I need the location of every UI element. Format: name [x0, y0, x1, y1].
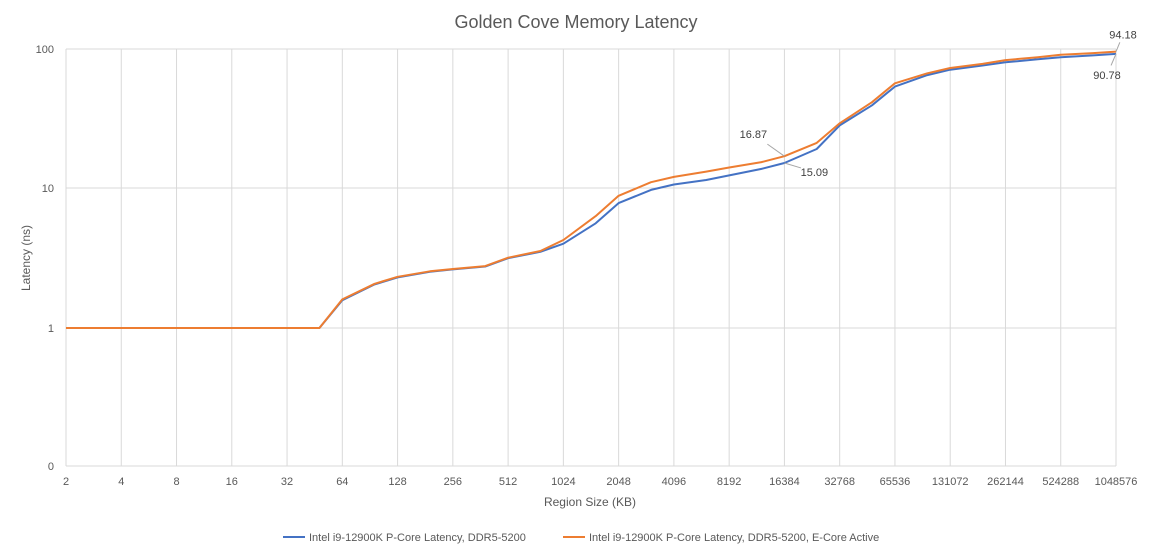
- horizontal-gridlines: [66, 48, 1116, 467]
- y-axis-ticks: 0 1 10 100: [36, 44, 54, 473]
- x-tick-label: 128: [388, 476, 406, 488]
- data-label-leader: [1110, 53, 1117, 66]
- x-tick-label: 524288: [1042, 476, 1079, 488]
- chart-title: Golden Cove Memory Latency: [454, 12, 697, 32]
- y-tick-label: 1: [48, 323, 54, 335]
- x-tick-label: 131072: [932, 476, 969, 488]
- data-label: 15.09: [801, 167, 829, 179]
- x-tick-label: 1024: [551, 476, 575, 488]
- legend-label-2: Intel i9-12900K P-Core Latency, DDR5-520…: [589, 532, 879, 544]
- series-lines: [66, 50, 1117, 329]
- legend: Intel i9-12900K P-Core Latency, DDR5-520…: [283, 532, 879, 544]
- x-tick-label: 8: [173, 476, 179, 488]
- legend-label-1: Intel i9-12900K P-Core Latency, DDR5-520…: [309, 532, 526, 544]
- x-tick-label: 16384: [769, 476, 800, 488]
- x-tick-label: 32: [281, 476, 293, 488]
- data-label-leader: [767, 143, 785, 157]
- data-label-leader: [1115, 42, 1121, 52]
- data-label: 94.18: [1109, 30, 1137, 42]
- y-tick-label: 0: [48, 461, 54, 473]
- x-tick-label: 16: [226, 476, 238, 488]
- data-label: 90.78: [1093, 70, 1121, 82]
- data-label-leader: [784, 162, 802, 169]
- x-tick-label: 1048576: [1095, 476, 1138, 488]
- x-tick-label: 64: [336, 476, 348, 488]
- x-tick-label: 256: [444, 476, 462, 488]
- data-label: 16.87: [740, 129, 768, 141]
- x-tick-label: 65536: [880, 476, 911, 488]
- x-tick-label: 262144: [987, 476, 1024, 488]
- y-tick-label: 10: [42, 183, 54, 195]
- vertical-gridlines: [65, 49, 1117, 466]
- x-tick-label: 8192: [717, 476, 741, 488]
- data-labels: 16.87 15.09 94.18 90.78: [740, 30, 1137, 179]
- x-tick-label: 512: [499, 476, 517, 488]
- y-tick-label: 100: [36, 44, 54, 56]
- x-axis-ticks: 2 4 8 16 32 64 128 256 512 1024 2048 4096 8192 16384 3…: [63, 476, 1137, 488]
- y-axis-title: Latency (ns): [19, 225, 33, 291]
- x-tick-label: 32768: [824, 476, 855, 488]
- series-line-1: [66, 52, 1117, 329]
- series-line-2: [66, 50, 1117, 329]
- x-axis-title: Region Size (KB): [544, 495, 636, 509]
- x-tick-label: 2048: [606, 476, 630, 488]
- x-tick-label: 4096: [662, 476, 686, 488]
- x-tick-label: 4: [118, 476, 124, 488]
- x-tick-label: 2: [63, 476, 69, 488]
